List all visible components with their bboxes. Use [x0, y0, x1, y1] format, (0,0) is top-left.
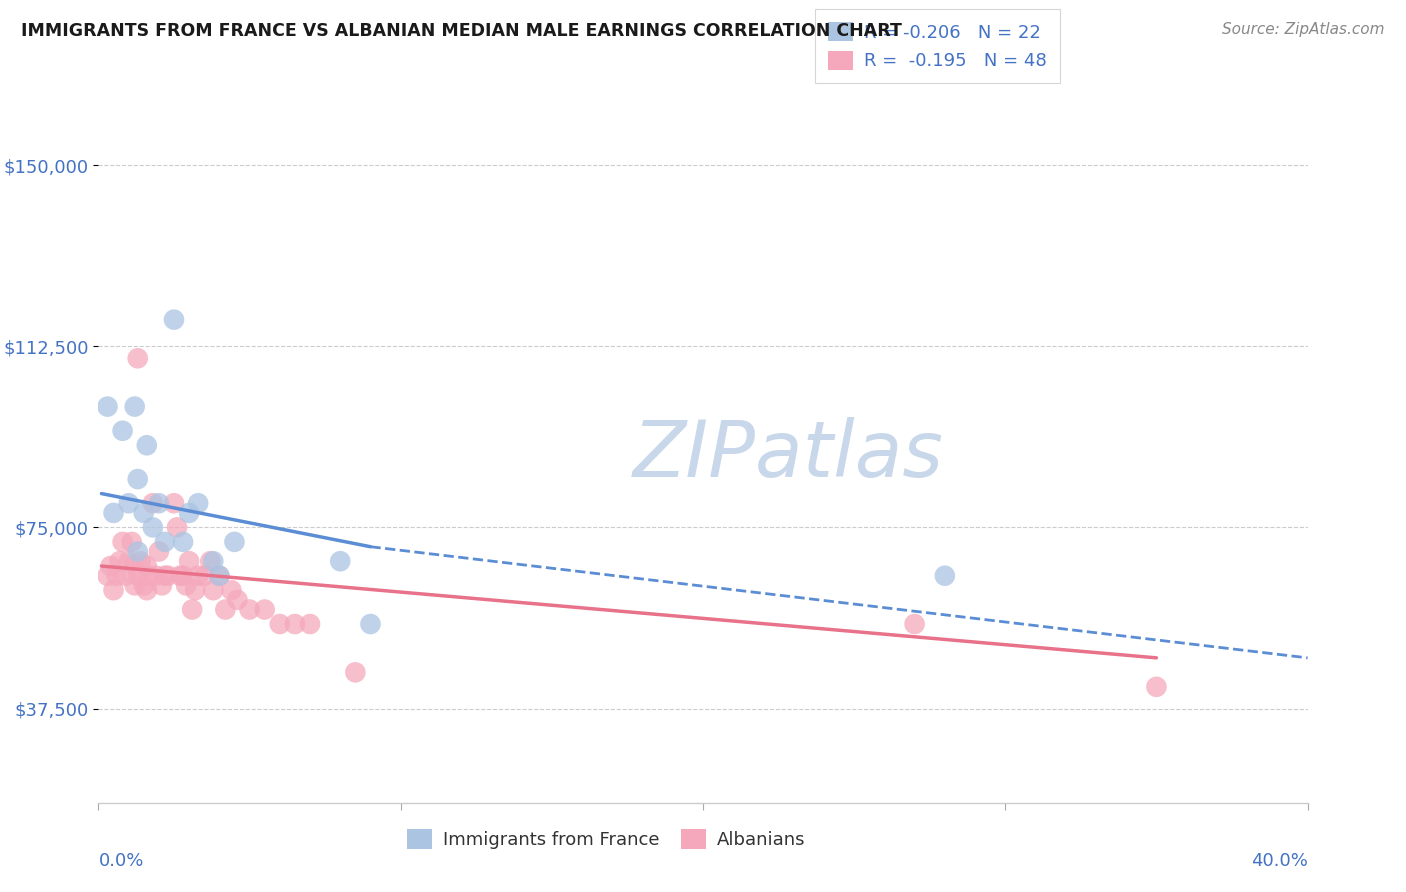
Point [169, 568, 191, 582]
Point [103, 583, 125, 598]
Point [105, 568, 128, 582]
Point [127, 544, 149, 558]
Point [184, 583, 207, 598]
Point [360, 617, 382, 632]
Point [111, 534, 134, 549]
Point [226, 592, 249, 607]
Point [129, 554, 152, 568]
Point [114, 568, 136, 582]
Point [148, 496, 170, 510]
Point [269, 617, 291, 632]
Point [118, 554, 141, 568]
Point [127, 351, 149, 366]
Point [100, 559, 122, 574]
Point [181, 602, 204, 616]
Point [135, 438, 157, 452]
Point [150, 578, 173, 592]
Point [177, 554, 201, 568]
Point [177, 506, 201, 520]
Point [153, 534, 176, 549]
Point [904, 617, 927, 632]
Point [344, 665, 367, 680]
Point [200, 554, 222, 568]
Point [193, 568, 215, 582]
Point [163, 496, 186, 510]
Point [187, 568, 209, 582]
Text: IMMIGRANTS FROM FRANCE VS ALBANIAN MEDIAN MALE EARNINGS CORRELATION CHART: IMMIGRANTS FROM FRANCE VS ALBANIAN MEDIA… [21, 22, 903, 40]
Text: Source: ZipAtlas.com: Source: ZipAtlas.com [1222, 22, 1385, 37]
Point [124, 400, 146, 414]
Point [299, 617, 322, 632]
Point [172, 568, 194, 582]
Point [202, 583, 225, 598]
Point [127, 472, 149, 486]
Text: 40.0%: 40.0% [1251, 852, 1308, 870]
Point [153, 568, 176, 582]
Point [111, 424, 134, 438]
Point [1144, 680, 1167, 694]
Point [166, 520, 188, 534]
Point [202, 554, 225, 568]
Point [239, 602, 262, 616]
Point [121, 534, 143, 549]
Point [145, 568, 167, 582]
Point [224, 534, 246, 549]
Point [187, 496, 209, 510]
Point [329, 554, 352, 568]
Point [108, 554, 131, 568]
Text: 0.0%: 0.0% [98, 852, 143, 870]
Point [208, 568, 231, 582]
Point [221, 583, 243, 598]
Point [253, 602, 276, 616]
Point [103, 506, 125, 520]
Point [284, 617, 307, 632]
Point [148, 544, 170, 558]
Point [127, 568, 149, 582]
Point [139, 568, 162, 582]
Point [172, 534, 194, 549]
Point [156, 568, 179, 582]
Point [132, 506, 155, 520]
Point [163, 312, 186, 326]
Point [208, 568, 231, 582]
Point [142, 520, 165, 534]
Legend: Immigrants from France, Albanians: Immigrants from France, Albanians [396, 818, 817, 860]
Point [124, 559, 146, 574]
Point [124, 578, 146, 592]
Point [96, 568, 118, 582]
Point [132, 578, 155, 592]
Point [135, 559, 157, 574]
Point [214, 602, 236, 616]
Point [96, 400, 118, 414]
Point [118, 496, 141, 510]
Text: ZIPatlas: ZIPatlas [633, 417, 943, 493]
Point [142, 496, 165, 510]
Point [135, 583, 157, 598]
Point [934, 568, 956, 582]
Point [174, 578, 197, 592]
